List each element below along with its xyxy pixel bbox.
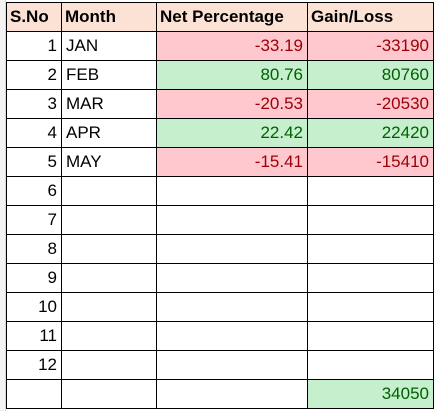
table-row: 6 <box>6 176 434 206</box>
cell-sno[interactable]: 5 <box>6 147 62 177</box>
table-row: 10 <box>6 292 434 322</box>
table-row: 2 FEB 80.76 80760 <box>6 60 434 90</box>
cell-gain-loss[interactable]: -33190 <box>307 31 434 61</box>
cell-net-percentage[interactable] <box>156 292 308 322</box>
cell-month[interactable] <box>61 234 157 264</box>
table-row: 9 <box>6 263 434 293</box>
cell-month[interactable] <box>61 263 157 293</box>
table-row: 1 JAN -33.19 -33190 <box>6 31 434 61</box>
table-row: 5 MAY -15.41 -15410 <box>6 147 434 177</box>
cell-gain-loss[interactable] <box>307 234 434 264</box>
cell-month[interactable] <box>61 176 157 206</box>
cell-month[interactable] <box>61 321 157 351</box>
cell-sno[interactable]: 1 <box>6 31 62 61</box>
cell-net-percentage[interactable] <box>156 176 308 206</box>
table-row: 7 <box>6 205 434 235</box>
total-row: 34050 <box>6 379 434 409</box>
cell-month[interactable]: FEB <box>61 60 157 90</box>
cell-net-percentage[interactable]: -20.53 <box>156 89 308 119</box>
cell-net-percentage[interactable]: -15.41 <box>156 147 308 177</box>
cell-sno[interactable]: 6 <box>6 176 62 206</box>
table-row: 12 <box>6 350 434 380</box>
cell-sno[interactable]: 7 <box>6 205 62 235</box>
cell-sno[interactable]: 12 <box>6 350 62 380</box>
total-gain-loss-cell[interactable]: 34050 <box>307 379 434 409</box>
cell-net-percentage[interactable]: -33.19 <box>156 31 308 61</box>
header-month[interactable]: Month <box>61 2 157 32</box>
row-header-strip <box>0 0 6 411</box>
cell-gain-loss[interactable] <box>307 176 434 206</box>
header-net-percentage[interactable]: Net Percentage <box>156 2 308 32</box>
cell-month[interactable]: MAR <box>61 89 157 119</box>
cell-gain-loss[interactable]: -20530 <box>307 89 434 119</box>
cell-gain-loss[interactable] <box>307 263 434 293</box>
cell-month[interactable]: MAY <box>61 147 157 177</box>
cell-month[interactable] <box>61 205 157 235</box>
cell-sno[interactable]: 2 <box>6 60 62 90</box>
table-row: 3 MAR -20.53 -20530 <box>6 89 434 119</box>
cell-sno-empty[interactable] <box>6 379 62 409</box>
cell-month[interactable] <box>61 350 157 380</box>
table-row: 4 APR 22.42 22420 <box>6 118 434 148</box>
cell-month[interactable]: JAN <box>61 31 157 61</box>
cell-gain-loss[interactable]: 80760 <box>307 60 434 90</box>
cell-gain-loss[interactable] <box>307 350 434 380</box>
cell-gain-loss[interactable]: 22420 <box>307 118 434 148</box>
header-gain-loss[interactable]: Gain/Loss <box>307 2 434 32</box>
table-row: 11 <box>6 321 434 351</box>
data-table: S.No Month Net Percentage Gain/Loss 1 JA… <box>6 2 434 409</box>
cell-net-empty[interactable] <box>156 379 308 409</box>
cell-sno[interactable]: 3 <box>6 89 62 119</box>
cell-net-percentage[interactable]: 22.42 <box>156 118 308 148</box>
cell-sno[interactable]: 4 <box>6 118 62 148</box>
cell-sno[interactable]: 9 <box>6 263 62 293</box>
cell-month[interactable]: APR <box>61 118 157 148</box>
header-row: S.No Month Net Percentage Gain/Loss <box>6 2 434 32</box>
cell-net-percentage[interactable] <box>156 205 308 235</box>
cell-gain-loss[interactable]: -15410 <box>307 147 434 177</box>
cell-sno[interactable]: 11 <box>6 321 62 351</box>
cell-month[interactable] <box>61 292 157 322</box>
cell-net-percentage[interactable] <box>156 263 308 293</box>
table-row: 8 <box>6 234 434 264</box>
cell-net-percentage[interactable] <box>156 234 308 264</box>
cell-gain-loss[interactable] <box>307 205 434 235</box>
cell-net-percentage[interactable] <box>156 350 308 380</box>
cell-gain-loss[interactable] <box>307 292 434 322</box>
cell-month-empty[interactable] <box>61 379 157 409</box>
cell-net-percentage[interactable] <box>156 321 308 351</box>
cell-sno[interactable]: 8 <box>6 234 62 264</box>
cell-gain-loss[interactable] <box>307 321 434 351</box>
cell-net-percentage[interactable]: 80.76 <box>156 60 308 90</box>
cell-sno[interactable]: 10 <box>6 292 62 322</box>
header-sno[interactable]: S.No <box>6 2 62 32</box>
